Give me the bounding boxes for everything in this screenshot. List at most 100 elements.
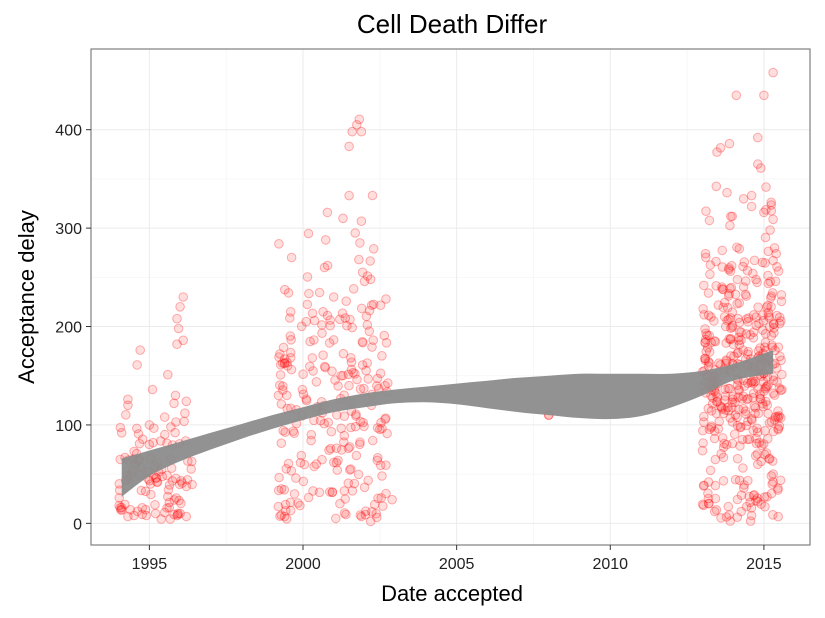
data-point: [327, 366, 337, 377]
data-point: [326, 426, 337, 437]
data-point: [735, 441, 745, 451]
data-point: [742, 349, 753, 360]
data-point: [755, 394, 766, 404]
data-point: [700, 334, 711, 345]
data-point: [163, 369, 173, 380]
data-point: [739, 257, 750, 267]
data-point: [331, 443, 342, 454]
data-point: [707, 399, 718, 409]
data-point: [726, 351, 736, 361]
data-point: [746, 377, 756, 388]
data-point: [360, 509, 371, 520]
data-point: [743, 416, 753, 427]
data-point: [361, 311, 372, 322]
y-tick-label: 0: [73, 516, 82, 533]
data-point: [339, 508, 350, 518]
data-point: [274, 352, 284, 362]
data-point: [713, 300, 724, 310]
data-point: [289, 428, 300, 439]
data-point: [169, 509, 179, 520]
data-point: [773, 511, 784, 522]
data-point: [718, 452, 729, 463]
data-point: [286, 466, 297, 476]
data-point: [748, 490, 759, 501]
data-point: [333, 455, 343, 466]
data-point: [280, 506, 291, 516]
data-point: [283, 458, 294, 469]
data-point: [343, 443, 354, 454]
data-point: [278, 385, 288, 395]
data-point: [285, 331, 296, 341]
data-point: [732, 494, 743, 505]
data-point: [738, 282, 749, 292]
data-point: [768, 388, 779, 399]
data-point: [749, 255, 760, 266]
data-point: [286, 252, 297, 263]
data-point: [709, 433, 720, 444]
data-point: [366, 300, 377, 311]
data-point: [132, 360, 142, 370]
data-point: [359, 276, 370, 287]
data-point: [359, 482, 370, 493]
data-point: [387, 494, 397, 505]
data-point: [149, 423, 159, 434]
data-point: [716, 449, 727, 459]
data-point: [723, 383, 734, 394]
data-point: [704, 347, 715, 357]
data-point: [141, 510, 152, 521]
data-point: [753, 302, 763, 313]
data-point: [741, 314, 752, 324]
data-point: [319, 262, 330, 273]
data-point: [711, 256, 721, 267]
data-point: [711, 388, 721, 398]
data-point: [751, 495, 761, 506]
data-point: [368, 335, 379, 346]
data-point: [706, 312, 716, 322]
data-point: [734, 327, 745, 337]
data-point: [704, 215, 715, 226]
data-point: [730, 289, 741, 300]
data-point: [364, 305, 375, 316]
data-point: [362, 358, 373, 368]
data-point: [703, 498, 714, 509]
data-point: [761, 205, 771, 215]
data-point: [368, 299, 379, 310]
data-point: [306, 435, 316, 446]
data-point: [710, 336, 721, 347]
data-point: [774, 421, 785, 431]
data-point: [171, 417, 181, 427]
data-point: [276, 484, 287, 494]
data-point: [164, 497, 174, 508]
data-point: [357, 267, 368, 278]
data-point: [776, 413, 786, 423]
data-point: [173, 508, 183, 519]
data-point: [159, 412, 170, 422]
data-point: [280, 499, 291, 510]
data-point: [751, 438, 762, 449]
data-point: [116, 505, 126, 515]
data-point: [175, 508, 185, 519]
data-point: [742, 378, 753, 389]
data-point: [704, 330, 715, 341]
data-point: [333, 381, 343, 391]
data-point: [770, 276, 781, 287]
data-point: [125, 505, 136, 515]
data-point: [303, 492, 314, 503]
data-point: [181, 511, 192, 522]
data-point: [727, 438, 738, 449]
data-point: [712, 396, 723, 407]
data-point: [738, 391, 749, 402]
chart-title: Cell Death Differ: [357, 9, 548, 39]
data-point: [285, 307, 296, 317]
data-point: [322, 310, 333, 321]
data-point: [750, 376, 760, 387]
data-point: [116, 502, 127, 513]
data-point: [163, 491, 173, 502]
data-point: [335, 314, 345, 325]
data-point: [137, 503, 147, 513]
data-point: [766, 291, 777, 301]
data-point: [716, 402, 727, 413]
data-point: [734, 339, 745, 350]
data-point: [137, 434, 148, 445]
data-point: [770, 412, 781, 422]
